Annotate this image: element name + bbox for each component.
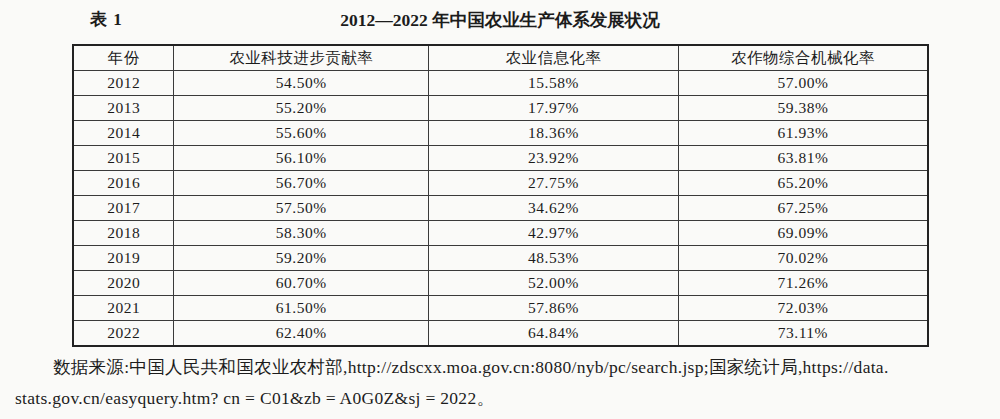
table-cell: 17.97% xyxy=(429,96,679,121)
table-row: 201254.50%15.58%57.00% xyxy=(73,71,928,96)
table-cell: 55.20% xyxy=(174,96,429,121)
table-cell: 2016 xyxy=(73,171,174,196)
document-page: 表 1 2012—2022 年中国农业生产体系发展状况 年份 农业科技进步贡献率… xyxy=(0,0,1000,419)
table-cell: 54.50% xyxy=(174,71,429,96)
table-cell: 72.03% xyxy=(678,296,928,321)
table-cell: 2013 xyxy=(73,96,174,121)
table-body: 201254.50%15.58%57.00%201355.20%17.97%59… xyxy=(73,71,928,347)
table-cell: 73.11% xyxy=(678,321,928,347)
table-cell: 59.20% xyxy=(174,246,429,271)
header-year: 年份 xyxy=(73,45,174,71)
agriculture-data-table: 年份 农业科技进步贡献率 农业信息化率 农作物综合机械化率 201254.50%… xyxy=(72,44,929,347)
table-cell: 67.25% xyxy=(678,196,928,221)
table-cell: 2018 xyxy=(73,221,174,246)
table-cell: 63.81% xyxy=(678,146,928,171)
header-informatization-rate: 农业信息化率 xyxy=(429,45,679,71)
table-cell: 34.62% xyxy=(429,196,679,221)
table-cell: 27.75% xyxy=(429,171,679,196)
data-source-note: 数据来源:中国人民共和国农业农村部,http://zdscxx.moa.gov.… xyxy=(15,352,990,414)
header-mechanization-rate: 农作物综合机械化率 xyxy=(678,45,928,71)
table-cell: 2015 xyxy=(73,146,174,171)
table-cell: 58.30% xyxy=(174,221,429,246)
table-title: 2012—2022 年中国农业生产体系发展状况 xyxy=(0,8,1000,32)
table-cell: 69.09% xyxy=(678,221,928,246)
table-cell: 56.70% xyxy=(174,171,429,196)
table-cell: 57.00% xyxy=(678,71,928,96)
table-cell: 2022 xyxy=(73,321,174,347)
table-cell: 56.10% xyxy=(174,146,429,171)
table-cell: 55.60% xyxy=(174,121,429,146)
table-cell: 23.92% xyxy=(429,146,679,171)
table-cell: 57.50% xyxy=(174,196,429,221)
table-cell: 18.36% xyxy=(429,121,679,146)
table-row: 201556.10%23.92%63.81% xyxy=(73,146,928,171)
table-row: 202060.70%52.00%71.26% xyxy=(73,271,928,296)
table-cell: 70.02% xyxy=(678,246,928,271)
table-cell: 2012 xyxy=(73,71,174,96)
table-row: 201355.20%17.97%59.38% xyxy=(73,96,928,121)
table-cell: 48.53% xyxy=(429,246,679,271)
table-row: 201757.50%34.62%67.25% xyxy=(73,196,928,221)
source-note-line-2: stats.gov.cn/easyquery.htm? cn = C01&zb … xyxy=(15,383,990,414)
table-cell: 2021 xyxy=(73,296,174,321)
table-cell: 61.93% xyxy=(678,121,928,146)
table-caption-row: 表 1 2012—2022 年中国农业生产体系发展状况 xyxy=(0,8,1000,34)
table-row: 201858.30%42.97%69.09% xyxy=(73,221,928,246)
table-cell: 2020 xyxy=(73,271,174,296)
table-cell: 65.20% xyxy=(678,171,928,196)
table-row: 202161.50%57.86%72.03% xyxy=(73,296,928,321)
table-cell: 52.00% xyxy=(429,271,679,296)
table-cell: 2014 xyxy=(73,121,174,146)
table-row: 201455.60%18.36%61.93% xyxy=(73,121,928,146)
table-cell: 71.26% xyxy=(678,271,928,296)
table-cell: 62.40% xyxy=(174,321,429,347)
table-cell: 61.50% xyxy=(174,296,429,321)
table-header-row: 年份 农业科技进步贡献率 农业信息化率 农作物综合机械化率 xyxy=(73,45,928,71)
table-cell: 2017 xyxy=(73,196,174,221)
table-cell: 59.38% xyxy=(678,96,928,121)
table-cell: 64.84% xyxy=(429,321,679,347)
table-cell: 57.86% xyxy=(429,296,679,321)
table-row: 201959.20%48.53%70.02% xyxy=(73,246,928,271)
table-cell: 15.58% xyxy=(429,71,679,96)
table-cell: 60.70% xyxy=(174,271,429,296)
table-cell: 42.97% xyxy=(429,221,679,246)
table-cell: 2019 xyxy=(73,246,174,271)
source-note-line-1: 数据来源:中国人民共和国农业农村部,http://zdscxx.moa.gov.… xyxy=(15,352,990,383)
table-row: 202262.40%64.84%73.11% xyxy=(73,321,928,347)
header-tech-contribution-rate: 农业科技进步贡献率 xyxy=(174,45,429,71)
table-row: 201656.70%27.75%65.20% xyxy=(73,171,928,196)
